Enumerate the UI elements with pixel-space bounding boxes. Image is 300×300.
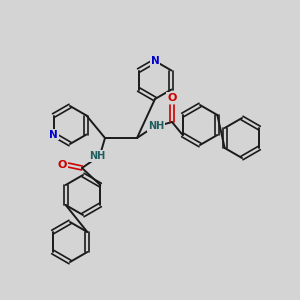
Text: O: O [57, 160, 67, 170]
Text: N: N [151, 56, 159, 66]
Text: NH: NH [148, 121, 164, 131]
Text: NH: NH [89, 151, 105, 161]
Text: O: O [167, 93, 177, 103]
Text: N: N [49, 130, 58, 140]
